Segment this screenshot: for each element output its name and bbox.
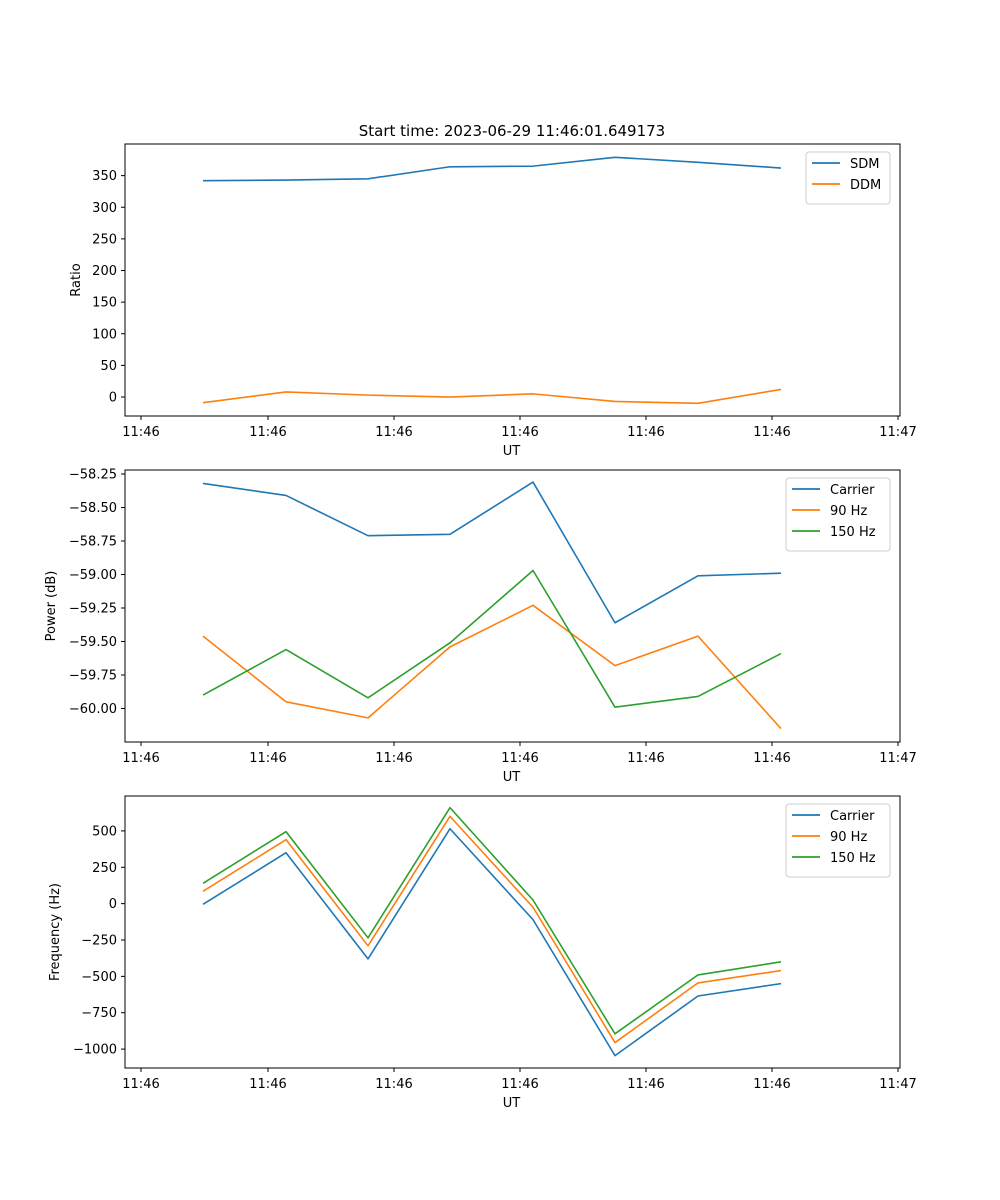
figure-title: Start time: 2023-06-29 11:46:01.649173	[359, 122, 665, 140]
frequency-x-tick-label: 11:47	[879, 1077, 916, 1092]
power-y-tick-label: −58.75	[69, 535, 117, 550]
frequency-x-tick-label: 11:46	[501, 1077, 538, 1092]
ratio-legend: SDM DDM	[805, 151, 891, 205]
ratio-y-tick-label: 50	[100, 359, 117, 374]
frequency-x-tick-label: 11:46	[753, 1077, 790, 1092]
ratio-x-tick-label: 11:46	[375, 425, 412, 440]
power-y-tick-label: −59.25	[69, 602, 117, 617]
frequency-legend-box	[785, 803, 891, 878]
power-y-axis-label: Power (dB)	[44, 571, 59, 642]
power-series-line-2	[202, 604, 782, 730]
power-y-tick-label: −59.50	[69, 635, 117, 650]
frequency-y-tick-label: −1000	[73, 1043, 117, 1058]
frequency-y-tick-label: −500	[81, 970, 117, 985]
ratio-x-tick-label: 11:46	[501, 425, 538, 440]
frequency-legend: Carrier 90 Hz 150 Hz	[785, 803, 891, 878]
power-series-line-1	[202, 481, 782, 624]
power-y-tick-label: −60.00	[69, 702, 117, 717]
power-legend-label: Carrier	[830, 483, 875, 498]
ratio-x-axis-label: UT	[503, 444, 521, 459]
frequency-y-tick-label: 500	[92, 824, 117, 839]
power-x-tick-label: 11:47	[879, 751, 916, 766]
frequency-x-tick-label: 11:46	[122, 1077, 159, 1092]
ratio-y-tick-label: 350	[92, 169, 117, 184]
frequency-y-tick-label: −750	[81, 1006, 117, 1021]
ratio-x-tick-label: 11:47	[879, 425, 916, 440]
ratio-x-tick-label: 11:46	[753, 425, 790, 440]
ratio-panel: 11:46 11:46 11:46 11:46 11:46 11:46 11:47 0 50 10…	[69, 143, 917, 459]
frequency-series-line-1	[202, 827, 782, 1057]
frequency-x-tick-label: 11:46	[375, 1077, 412, 1092]
ratio-x-tick-label: 11:46	[627, 425, 664, 440]
ratio-y-tick-label: 100	[92, 327, 117, 342]
frequency-x-tick-label: 11:46	[249, 1077, 286, 1092]
power-y-tick-label: −59.75	[69, 669, 117, 684]
ratio-series-line-2	[202, 388, 782, 405]
power-x-tick-label: 11:46	[501, 751, 538, 766]
frequency-y-tick-label: 0	[109, 897, 117, 912]
frequency-legend-label: 90 Hz	[830, 830, 867, 845]
frequency-axes-frame	[124, 795, 901, 1069]
power-axes-frame	[124, 469, 901, 743]
frequency-y-tick-label: 250	[92, 861, 117, 876]
power-x-tick-label: 11:46	[249, 751, 286, 766]
ratio-axes-frame	[124, 143, 901, 417]
frequency-x-axis-label: UT	[503, 1096, 521, 1111]
frequency-y-tick-label: −250	[81, 934, 117, 949]
power-x-tick-label: 11:46	[627, 751, 664, 766]
ratio-y-axis-label: Ratio	[69, 263, 84, 296]
frequency-legend-label: 150 Hz	[830, 851, 876, 866]
power-x-tick-label: 11:46	[122, 751, 159, 766]
frequency-legend-label: Carrier	[830, 809, 875, 824]
frequency-y-axis-label: Frequency (Hz)	[48, 883, 63, 981]
power-panel: 11:46 11:46 11:46 11:46 11:46 11:46 11:47 −60.0…	[44, 468, 917, 785]
power-x-axis-label: UT	[503, 770, 521, 785]
frequency-series-line-2	[202, 815, 782, 1044]
ratio-y-tick-label: 300	[92, 201, 117, 216]
power-legend-box	[785, 477, 891, 552]
ratio-legend-box	[805, 151, 891, 205]
ratio-x-tick-label: 11:46	[122, 425, 159, 440]
ratio-y-tick-label: 250	[92, 232, 117, 247]
power-legend: Carrier 90 Hz 150 Hz	[785, 477, 891, 552]
plots: 11:46 11:46 11:46 11:46 11:46 11:46 11:47 0 50 10…	[44, 143, 917, 1111]
ratio-y-tick-label: 0	[109, 391, 117, 406]
power-x-tick-label: 11:46	[753, 751, 790, 766]
power-legend-label: 90 Hz	[830, 504, 867, 519]
ratio-x-tick-label: 11:46	[249, 425, 286, 440]
power-y-tick-label: −58.25	[69, 468, 117, 483]
ratio-y-tick-label: 200	[92, 264, 117, 279]
power-y-tick-label: −58.50	[69, 501, 117, 516]
ratio-y-tick-label: 150	[92, 296, 117, 311]
power-x-tick-label: 11:46	[375, 751, 412, 766]
power-series-line-3	[202, 569, 782, 708]
power-legend-label: 150 Hz	[830, 525, 876, 540]
ratio-series-line-1	[202, 156, 782, 182]
power-y-tick-label: −59.00	[69, 568, 117, 583]
ratio-legend-label: SDM	[850, 157, 879, 172]
frequency-x-tick-label: 11:46	[627, 1077, 664, 1092]
frequency-panel: 11:46 11:46 11:46 11:46 11:46 11:46 11:47 −1000…	[48, 795, 917, 1111]
ratio-legend-label: DDM	[850, 178, 881, 193]
frequency-series-line-3	[202, 806, 782, 1035]
